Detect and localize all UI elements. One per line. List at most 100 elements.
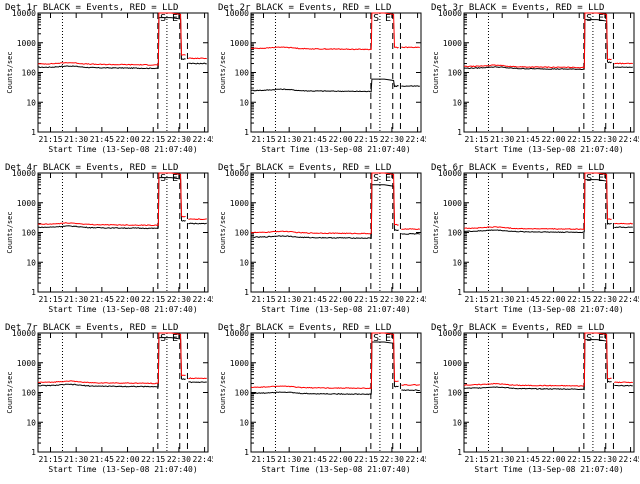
det-5r-title: Det 5r BLACK = Events, RED = LLD [218, 163, 391, 173]
det-8r-xlabel-21:15: 21:15 [251, 455, 275, 464]
det-9r-xlabel-22:00: 22:00 [541, 455, 565, 464]
det-1r-ylabel-1: 1 [31, 128, 36, 137]
det-9r-xlabel-21:15: 21:15 [464, 455, 488, 464]
det-8r-series-events [250, 341, 399, 396]
det-9r-plot: Det 9r BLACK = Events, RED = LLD 1 10 100 10… [431, 323, 640, 474]
det-5r-axes-box [250, 172, 422, 293]
det-1r-xlabel-22:45: 22:45 [193, 135, 213, 144]
det-4r-yaxis-label: Counts/sec [6, 211, 14, 253]
det-3r-xlabel-21:15: 21:15 [464, 135, 488, 144]
det-6r-xaxis-label: Start Time (13-Sep-08 21:07:40) [474, 305, 623, 314]
det-1r-axes-box [37, 12, 209, 133]
det-4r-ylabel-1000: 1000 [17, 199, 36, 208]
det-5r-xlabel-22:15: 22:15 [354, 295, 378, 304]
det-5r-yaxis-label: Counts/sec [219, 211, 227, 253]
det-5r-plot: Det 5r BLACK = Events, RED = LLD 1 10 100 10… [218, 163, 430, 314]
det-5r-series-events [250, 184, 399, 239]
det-5r-xlabel-21:15: 21:15 [251, 295, 275, 304]
det-1r-xaxis-label: Start Time (13-Sep-08 21:07:40) [48, 145, 197, 154]
det-7r-xlabel-22:30: 22:30 [167, 455, 191, 464]
det-9r-title: Det 9r BLACK = Events, RED = LLD [431, 323, 604, 333]
det-3r-xlabel-22:15: 22:15 [567, 135, 591, 144]
det-2r-yaxis-label: Counts/sec [219, 51, 227, 93]
det-4r-xlabel-22:15: 22:15 [141, 295, 165, 304]
det-7r-series-events [37, 337, 186, 388]
det-1r-series-events [37, 17, 186, 70]
det-8r-xlabel-21:45: 21:45 [303, 455, 327, 464]
det-3r-panel: Det 3r BLACK = Events, RED = LLD 1 10 100 10… [426, 0, 640, 160]
det-3r-xlabel-21:30: 21:30 [490, 135, 514, 144]
det-3r-ylabel-10: 10 [452, 98, 462, 107]
det-3r-xlabel-22:30: 22:30 [593, 135, 617, 144]
det-8r-xlabel-21:30: 21:30 [277, 455, 301, 464]
det-2r-xlabel-21:15: 21:15 [251, 135, 275, 144]
det-4r-xaxis-label: Start Time (13-Sep-08 21:07:40) [48, 305, 197, 314]
det-8r-ylabel-10: 10 [239, 418, 249, 427]
det-5r-marker-s: S [373, 173, 379, 184]
det-3r-series-events [463, 19, 612, 71]
det-7r-ylabel-100: 100 [22, 389, 37, 398]
det-7r-ylabel-10000: 10000 [12, 329, 36, 338]
det-4r-ylabel-10: 10 [26, 258, 36, 267]
det-9r-yaxis-label: Counts/sec [432, 371, 440, 413]
det-9r-xaxis-label: Start Time (13-Sep-08 21:07:40) [474, 465, 623, 474]
det-5r-panel: Det 5r BLACK = Events, RED = LLD 1 10 100 10… [213, 160, 430, 320]
det-3r-marker-e: E [598, 13, 604, 24]
det-4r-series-tail-events [188, 222, 207, 225]
det-7r-panel: Det 7r BLACK = Events, RED = LLD 1 10 100 10… [0, 320, 217, 480]
det-7r-marker-s: S [160, 333, 166, 344]
det-6r-xlabel-22:15: 22:15 [567, 295, 591, 304]
det-8r-yaxis-label: Counts/sec [219, 371, 227, 413]
det-4r-xlabel-22:45: 22:45 [193, 295, 213, 304]
det-2r-xlabel-22:45: 22:45 [406, 135, 426, 144]
det-2r-marker-e: E [385, 13, 391, 24]
det-6r-xlabel-22:00: 22:00 [541, 295, 565, 304]
det-5r-xlabel-21:30: 21:30 [277, 295, 301, 304]
det-4r-series-events [37, 177, 186, 230]
det-5r-xlabel-22:30: 22:30 [380, 295, 404, 304]
det-6r-ylabel-1: 1 [457, 288, 462, 297]
det-9r-xlabel-21:45: 21:45 [516, 455, 540, 464]
det-1r-xlabel-22:15: 22:15 [141, 135, 165, 144]
det-7r-series-tail-lld [188, 377, 207, 380]
det-7r-axes-box [37, 332, 209, 453]
det-3r-ylabel-1000: 1000 [443, 39, 462, 48]
det-1r-ylabel-100: 100 [22, 69, 37, 78]
det-8r-xlabel-22:00: 22:00 [328, 455, 352, 464]
det-9r-xlabel-22:45: 22:45 [619, 455, 639, 464]
det-6r-series-tail-lld [614, 222, 633, 225]
det-9r-xlabel-21:30: 21:30 [490, 455, 514, 464]
det-2r-series-lld [250, 12, 399, 51]
det-6r-series-lld [464, 172, 612, 231]
det-7r-xlabel-22:15: 22:15 [141, 455, 165, 464]
det-4r-ylabel-100: 100 [22, 229, 37, 238]
det-5r-series-tail-lld [401, 228, 421, 230]
det-3r-xlabel-21:45: 21:45 [516, 135, 540, 144]
det-2r-xlabel-22:30: 22:30 [380, 135, 404, 144]
det-5r-ylabel-1000: 1000 [230, 199, 249, 208]
det-2r-title: Det 2r BLACK = Events, RED = LLD [218, 3, 391, 13]
det-3r-series-lld [464, 12, 612, 69]
det-8r-panel: Det 8r BLACK = Events, RED = LLD 1 10 100 10… [213, 320, 430, 480]
det-5r-series-tail-events [401, 232, 420, 235]
det-3r-ylabel-100: 100 [448, 69, 463, 78]
det-5r-series-lld [250, 172, 399, 235]
det-4r-xlabel-21:30: 21:30 [64, 295, 88, 304]
det-2r-ylabel-1000: 1000 [230, 39, 249, 48]
det-2r-series-tail-events [401, 85, 420, 87]
det-1r-xlabel-21:30: 21:30 [64, 135, 88, 144]
det-9r-panel: Det 9r BLACK = Events, RED = LLD 1 10 100 10… [426, 320, 640, 480]
det-3r-xaxis-label: Start Time (13-Sep-08 21:07:40) [474, 145, 623, 154]
det-7r-xlabel-21:30: 21:30 [64, 455, 88, 464]
det-7r-series-tail-events [188, 381, 207, 384]
det-2r-xaxis-label: Start Time (13-Sep-08 21:07:40) [261, 145, 410, 154]
det-2r-xlabel-21:30: 21:30 [277, 135, 301, 144]
det-7r-ylabel-10: 10 [26, 418, 36, 427]
det-1r-xlabel-22:00: 22:00 [115, 135, 139, 144]
det-4r-ylabel-10000: 10000 [12, 169, 36, 178]
det-8r-marker-e: E [385, 333, 391, 344]
det-9r-ylabel-1000: 1000 [443, 359, 462, 368]
det-6r-ylabel-10: 10 [452, 258, 462, 267]
det-4r-plot: Det 4r BLACK = Events, RED = LLD 1 10 100 10… [5, 163, 217, 314]
